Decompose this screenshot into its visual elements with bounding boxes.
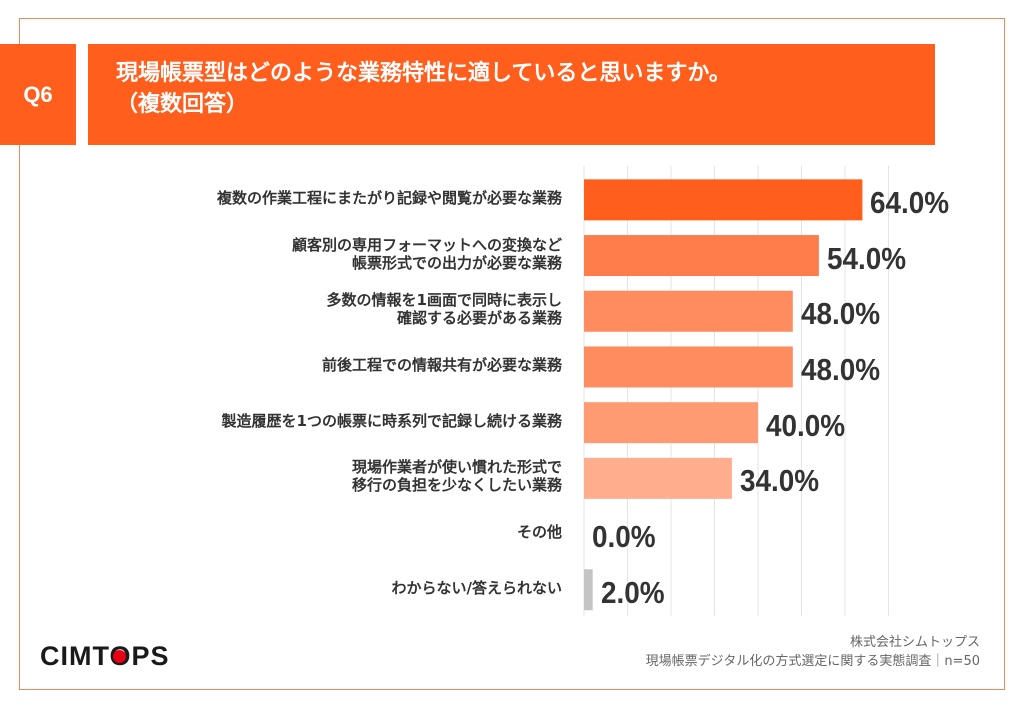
bar-7 <box>584 569 593 611</box>
card-frame <box>19 18 1005 690</box>
bar-2 <box>584 290 793 332</box>
company-name: 株式会社シムトップス <box>849 635 980 650</box>
bar-3 <box>584 346 793 388</box>
category-label: 現場作業者が使い慣れた形式で 移行の負担を少なくしたい業務 <box>351 458 562 495</box>
question-title-line1: 現場帳票型はどのような業務特性に適していると思いますか。 <box>116 61 731 86</box>
value-label: 2.0% <box>600 574 665 610</box>
value-label: 34.0% <box>739 463 820 499</box>
category-label: その他 <box>516 523 562 542</box>
value-label: 0.0% <box>592 519 656 555</box>
question-title-line2: （複数回答） <box>116 92 249 117</box>
bar-0 <box>584 179 863 221</box>
category-label: 多数の情報を1画面で同時に表示し 確認する必要がある業務 <box>326 291 562 328</box>
logo-red-dot-icon <box>113 650 127 663</box>
logo-text: CIMTOPS <box>40 641 170 671</box>
category-label: 顧客別の専用フォーマットへの変換など 帳票形式での出力が必要な業務 <box>291 235 562 272</box>
bar-5 <box>584 457 732 499</box>
category-label: 複数の作業工程にまたがり記録や閲覧が必要な業務 <box>216 188 562 207</box>
survey-name: 現場帳票デジタル化の方式選定に関する実態調査｜n=50 <box>645 654 980 669</box>
category-label: 製造履歴を1つの帳票に時系列で記録し続ける業務 <box>221 411 562 430</box>
value-label: 54.0% <box>826 240 907 276</box>
question-number: Q6 <box>23 81 53 107</box>
category-label: 前後工程での情報共有が必要な業務 <box>321 355 562 374</box>
value-label: 40.0% <box>766 407 846 443</box>
cimtops-logo: CIMTOPS <box>40 640 170 672</box>
value-label: 48.0% <box>800 296 880 332</box>
question-number-badge: Q6 <box>0 44 76 145</box>
value-label: 48.0% <box>800 351 880 387</box>
bar-1 <box>584 235 819 277</box>
footer-credit: 株式会社シムトップス 現場帳票デジタル化の方式選定に関する実態調査｜n=50 <box>646 633 980 671</box>
category-label: わからない/答えられない <box>391 578 562 597</box>
question-title-banner: 現場帳票型はどのような業務特性に適していると思いますか。 （複数回答） <box>88 44 935 145</box>
value-label: 64.0% <box>870 184 950 220</box>
bar-4 <box>584 402 758 444</box>
